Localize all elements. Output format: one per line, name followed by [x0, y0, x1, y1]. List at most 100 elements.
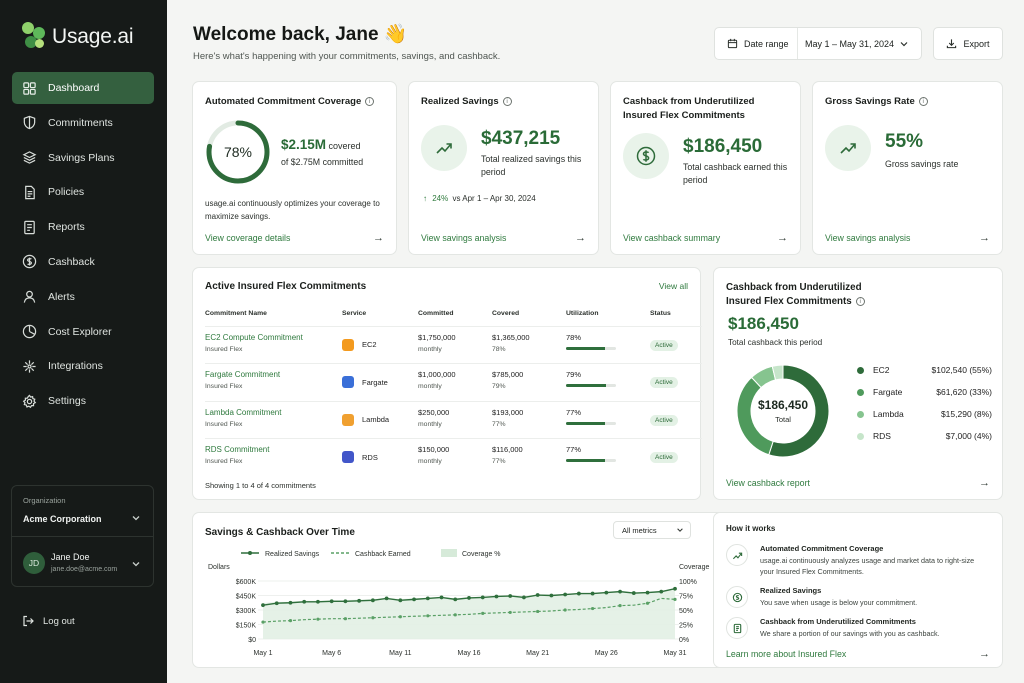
table-row[interactable]: Lambda Commitment Insured Flex Lambda $250,…: [205, 401, 702, 439]
sidebar-item-cost-explorer[interactable]: Cost Explorer: [12, 316, 154, 348]
cashback-point: [343, 617, 347, 621]
sidebar-item-commitments[interactable]: Commitments: [12, 107, 154, 139]
sidebar-item-settings[interactable]: Settings: [12, 385, 154, 417]
sidebar-item-label: Alerts: [48, 290, 75, 303]
y-tick-label: $450K: [236, 594, 257, 601]
realized-savings-point: [274, 601, 279, 606]
realized-savings-point: [329, 599, 334, 604]
view-savings-analysis-link[interactable]: View savings analysis: [421, 233, 507, 243]
legend-swatch: [857, 410, 864, 418]
page-subtitle: Here's what's happening with your commit…: [193, 51, 501, 62]
service-name: Fargate: [362, 377, 388, 387]
commitment-name[interactable]: RDS Commitment: [205, 445, 270, 454]
utilization-bar: [566, 421, 616, 425]
realized-savings-point: [316, 599, 320, 604]
x-tick-label: May 1: [253, 650, 272, 657]
covered-percent: 79%: [492, 383, 506, 390]
legend-swatch: [857, 432, 864, 440]
sidebar-item-integrations[interactable]: Integrations: [12, 350, 154, 382]
view-savings-analysis-link[interactable]: View savings analysis: [825, 233, 911, 243]
logout-button[interactable]: Log out: [22, 615, 75, 627]
coverage-amount: $2.15M covered: [281, 137, 361, 152]
user-icon: [21, 289, 37, 305]
grid-icon: [21, 80, 37, 96]
view-cashback-summary-link[interactable]: View cashback summary: [623, 233, 721, 243]
arrow-right-icon[interactable]: →: [979, 232, 990, 244]
export-button[interactable]: Export: [933, 27, 1003, 60]
legend-swatch: [857, 388, 864, 396]
column-header[interactable]: Covered: [492, 308, 566, 327]
date-range-label: Date range: [744, 38, 789, 49]
column-header[interactable]: Committed: [418, 308, 492, 327]
chevron-down-icon[interactable]: [131, 559, 141, 569]
table-header: Commitment Name Service Committed Covere…: [205, 308, 702, 327]
sidebar-item-policies[interactable]: Policies: [12, 176, 154, 208]
explore-icon: [21, 324, 37, 340]
sidebar-nav: Dashboard Commitments Savings Plans Poli…: [12, 72, 154, 420]
view-coverage-details-link[interactable]: View coverage details: [205, 233, 291, 243]
layers-icon: [21, 150, 37, 166]
realized-savings-point: [576, 591, 581, 596]
arrow-right-icon[interactable]: →: [575, 232, 586, 244]
arrow-right-icon[interactable]: →: [777, 232, 788, 244]
utilization-fill: [566, 421, 605, 425]
covered-percent: 77%: [492, 458, 506, 465]
table-row[interactable]: Fargate Commitment Insured Flex Fargate $1,…: [205, 363, 702, 402]
realized-savings-point: [494, 594, 499, 599]
arrow-up-icon: ↑: [423, 194, 427, 203]
table-row[interactable]: RDS Commitment Insured Flex RDS $150,000 mon…: [205, 439, 702, 477]
org-name[interactable]: Acme Corporation: [23, 514, 102, 524]
divider: [12, 536, 153, 537]
sidebar-item-alerts[interactable]: Alerts: [12, 281, 154, 313]
commitment-name[interactable]: Fargate Commitment: [205, 370, 281, 379]
donut-slice-ec2[interactable]: [768, 364, 830, 458]
gross-savings-desc: Gross savings rate: [885, 159, 959, 169]
column-header[interactable]: Utilization: [566, 308, 650, 327]
realized-savings-value: $437,215: [481, 128, 561, 149]
commitment-name[interactable]: EC2 Compute Commitment: [205, 332, 303, 342]
dollar-icon: [21, 254, 37, 270]
commitment-name[interactable]: Lambda Commitment: [205, 407, 282, 417]
how-item: Automated Commitment Coverage usage.ai c…: [726, 544, 996, 580]
column-header[interactable]: Service: [342, 308, 418, 327]
brand-logo[interactable]: Usage.ai: [22, 22, 133, 52]
sidebar-item-cashback[interactable]: Cashback: [12, 246, 154, 278]
legend-label: Cashback Earned: [355, 551, 411, 558]
cashback-icon: [726, 617, 748, 639]
donut-slice-rds[interactable]: [771, 364, 784, 381]
y2-tick-label: 25%: [679, 623, 693, 630]
realized-savings-point: [673, 586, 677, 591]
table-row[interactable]: EC2 Compute Commitment Insured Flex EC2 $1,…: [205, 326, 702, 364]
cashback-donut-chart: [736, 364, 830, 458]
cashback-breakdown-card: Cashback from Underutilized Insured Flex…: [713, 267, 1003, 500]
realized-savings-point: [261, 603, 265, 608]
realized-savings-point: [384, 596, 389, 601]
date-range-picker[interactable]: Date range May 1 – May 31, 2024: [714, 27, 922, 60]
chevron-down-icon[interactable]: [131, 513, 141, 523]
arrow-right-icon[interactable]: →: [979, 648, 990, 660]
sidebar-item-dashboard[interactable]: Dashboard: [12, 72, 154, 104]
sidebar-item-reports[interactable]: Reports: [12, 211, 154, 243]
info-icon[interactable]: i: [365, 96, 375, 106]
realized-savings-point: [631, 591, 636, 595]
cashback-total-desc: Total cashback this period: [728, 338, 823, 347]
metric-select[interactable]: All metrics: [613, 521, 691, 539]
view-all-link[interactable]: View all: [658, 281, 688, 291]
sidebar-item-savings-plans[interactable]: Savings Plans: [12, 142, 154, 174]
arrow-right-icon[interactable]: →: [979, 477, 990, 489]
learn-more-link[interactable]: Learn more about Insured Flex: [726, 649, 847, 659]
date-range-value: May 1 – May 31, 2024: [805, 38, 895, 49]
arrow-right-icon[interactable]: →: [373, 232, 384, 244]
column-header[interactable]: Commitment Name: [205, 308, 342, 327]
view-cashback-report-link[interactable]: View cashback report: [726, 478, 810, 488]
user-name: Jane Doe: [51, 552, 90, 562]
avatar[interactable]: JD: [23, 552, 45, 574]
column-header[interactable]: Status: [650, 308, 702, 327]
info-icon[interactable]: i: [918, 96, 928, 106]
info-icon[interactable]: i: [855, 296, 865, 306]
realized-savings-point: [549, 593, 554, 598]
info-icon[interactable]: i: [502, 96, 512, 106]
coverage-ring: 78%: [206, 120, 270, 184]
utilization-value: 77%: [566, 407, 582, 417]
legend-item: Fargate $61,620 (33%): [857, 387, 992, 397]
